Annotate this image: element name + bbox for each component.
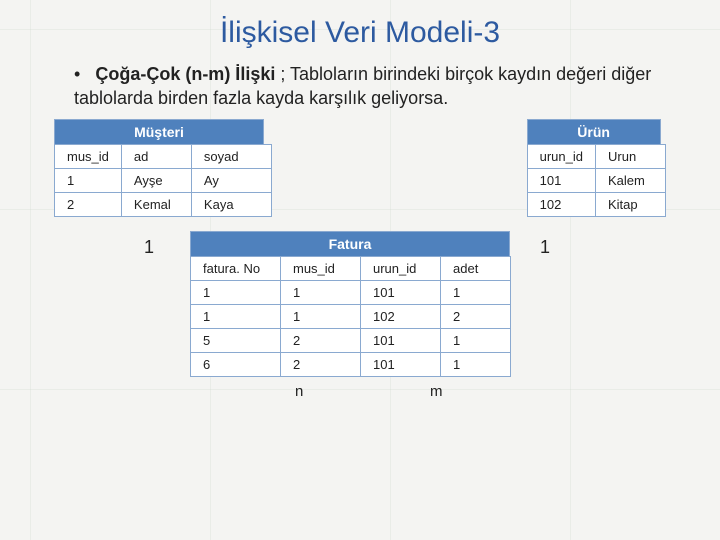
table-header: urun_id (527, 144, 595, 168)
bullet-text: • Çoğa-Çok (n-m) İlişki ; Tabloların bir… (74, 62, 690, 111)
table-header: soyad (191, 144, 271, 168)
table-row: 2KemalKaya (55, 192, 272, 216)
table-cell: 2 (281, 328, 361, 352)
cardinality-right: 1 (540, 237, 550, 258)
table-cell: Kemal (121, 192, 191, 216)
table-cell: 2 (281, 352, 361, 376)
table-header: mus_id (281, 256, 361, 280)
musteri-table: mus_idadsoyad1AyşeAy2KemalKaya (54, 144, 272, 217)
table-cell: 102 (361, 304, 441, 328)
table-row: 101Kalem (527, 168, 665, 192)
table-cell: 1 (191, 304, 281, 328)
table-row: 1AyşeAy (55, 168, 272, 192)
table-header: fatura. No (191, 256, 281, 280)
cardinality-n: n (295, 383, 303, 400)
page-title: İlişkisel Veri Modeli-3 (30, 16, 690, 50)
cardinality-m: m (430, 383, 443, 400)
table-row: 102Kitap (527, 192, 665, 216)
table-cell: Kaya (191, 192, 271, 216)
cardinality-left: 1 (144, 237, 154, 258)
table-row: 621011 (191, 352, 511, 376)
table-cell: 1 (281, 280, 361, 304)
fatura-title: Fatura (190, 231, 510, 256)
table-cell: 1 (281, 304, 361, 328)
table-cell: Kitap (596, 192, 666, 216)
table-cell: 101 (361, 328, 441, 352)
table-cell: 101 (361, 352, 441, 376)
table-cell: 1 (55, 168, 122, 192)
table-header: adet (441, 256, 511, 280)
table-header: mus_id (55, 144, 122, 168)
table-cell: 2 (441, 304, 511, 328)
urun-table-wrap: Ürün urun_idUrun101Kalem102Kitap (527, 119, 666, 217)
table-cell: 5 (191, 328, 281, 352)
table-cell: 101 (361, 280, 441, 304)
fatura-table: fatura. Nomus_idurun_idadet1110111110225… (190, 256, 511, 377)
table-row: 111022 (191, 304, 511, 328)
table-cell: 1 (191, 280, 281, 304)
table-cell: 2 (55, 192, 122, 216)
urun-title: Ürün (527, 119, 661, 144)
bullet-bold: Çoğa-Çok (n-m) İlişki (95, 64, 275, 84)
musteri-table-wrap: Müşteri mus_idadsoyad1AyşeAy2KemalKaya (54, 119, 272, 217)
table-row: 521011 (191, 328, 511, 352)
table-cell: 6 (191, 352, 281, 376)
table-header: urun_id (361, 256, 441, 280)
table-cell: Kalem (596, 168, 666, 192)
table-cell: Ay (191, 168, 271, 192)
urun-table: urun_idUrun101Kalem102Kitap (527, 144, 666, 217)
table-cell: 1 (441, 352, 511, 376)
table-cell: Ayşe (121, 168, 191, 192)
bullet-dot: • (74, 64, 80, 84)
table-header: ad (121, 144, 191, 168)
table-row: 111011 (191, 280, 511, 304)
musteri-title: Müşteri (54, 119, 264, 144)
table-cell: 1 (441, 328, 511, 352)
table-cell: 101 (527, 168, 595, 192)
table-cell: 1 (441, 280, 511, 304)
fatura-table-wrap: Fatura fatura. Nomus_idurun_idadet111011… (190, 231, 530, 377)
table-header: Urun (596, 144, 666, 168)
table-cell: 102 (527, 192, 595, 216)
